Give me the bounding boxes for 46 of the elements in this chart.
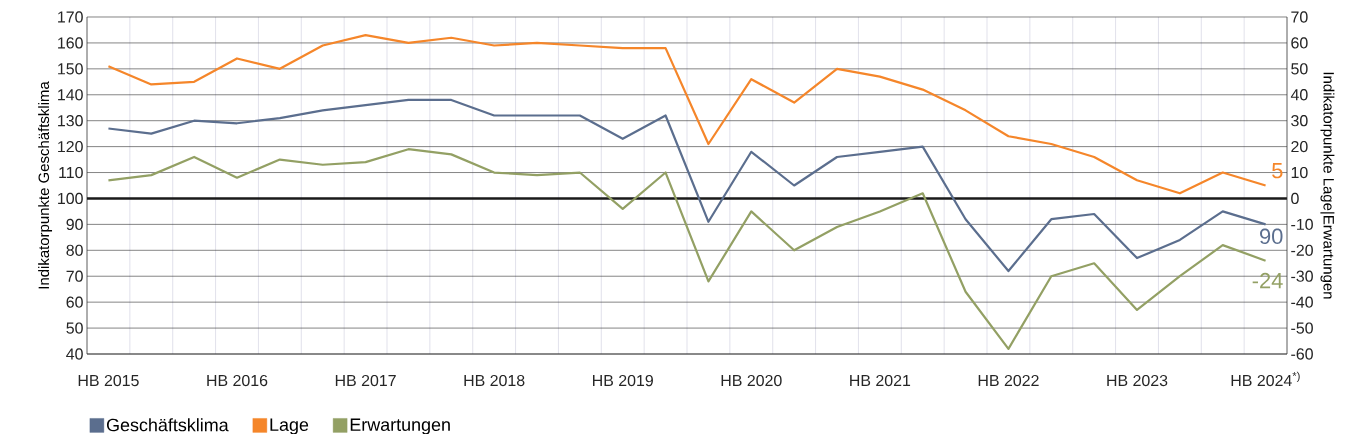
- y2-tick-label: -60: [1291, 348, 1313, 360]
- y-tick-label: 130: [58, 115, 83, 127]
- y-tick-label: 70: [66, 270, 83, 282]
- y2-tick-label: 40: [1290, 89, 1308, 101]
- x-tick-label: HB 2023: [1107, 374, 1168, 387]
- y-tick-label: 140: [58, 89, 83, 101]
- x-tick-label: HB 2021: [850, 374, 911, 387]
- y2-tick-label: 50: [1291, 63, 1308, 75]
- y2-tick-label: 0: [1291, 192, 1299, 205]
- y2-tick-label: 10: [1291, 166, 1308, 179]
- legend-label: Erwartungen: [350, 418, 450, 434]
- y-tick-label: 40: [66, 348, 83, 360]
- y-axis-title: Indikatorpunkte Geschäftsklima: [38, 81, 53, 289]
- y2-tick-label: 20: [1291, 140, 1308, 153]
- y2-tick-label: 60: [1291, 37, 1308, 49]
- y2-axis-title: Indikatorpunkte Lage|Erwartungen: [1320, 72, 1335, 299]
- data-label: -24: [1252, 272, 1283, 289]
- y2-tick-label: -10: [1291, 218, 1313, 231]
- x-tick-label: HB 2016: [207, 374, 268, 387]
- x-tick-label: HB 2024$^{*)}$: [1231, 371, 1300, 387]
- y2-tick-label: 70: [1291, 11, 1308, 23]
- x-tick-label: HB 2019: [593, 374, 653, 387]
- y-tick-label: 80: [66, 244, 83, 256]
- x-tick-label: HB 2018: [464, 374, 525, 387]
- x-tick-label: HB 2015: [78, 374, 139, 387]
- x-tick-label: HB 2022: [978, 374, 1039, 387]
- y-tick-label: 90: [66, 218, 83, 231]
- y-tick-label: 60: [66, 296, 83, 308]
- y2-tick-label: 30: [1291, 115, 1308, 127]
- y-tick-label: 100: [58, 192, 83, 205]
- legend-label: Geschäftsklima: [106, 418, 229, 432]
- y-tick-label: 160: [58, 37, 83, 49]
- y2-tick-label: -30: [1291, 270, 1313, 282]
- x-tick-label: HB 2017: [335, 374, 396, 387]
- line-series: [107, 34, 1267, 195]
- y-tick-label: 150: [58, 63, 83, 75]
- legend-label: Lage: [270, 418, 309, 434]
- y2-tick-label: -20: [1291, 244, 1313, 256]
- y-tick-label: 120: [58, 140, 83, 153]
- data-label: 90: [1260, 228, 1283, 245]
- x-tick-label: HB 2020: [721, 374, 782, 387]
- y-tick-label: 50: [66, 322, 83, 334]
- y2-tick-label: -40: [1291, 296, 1313, 308]
- y2-tick-label: -50: [1291, 322, 1313, 334]
- y-tick-label: 170: [58, 11, 83, 23]
- y-tick-label: 110: [59, 166, 83, 179]
